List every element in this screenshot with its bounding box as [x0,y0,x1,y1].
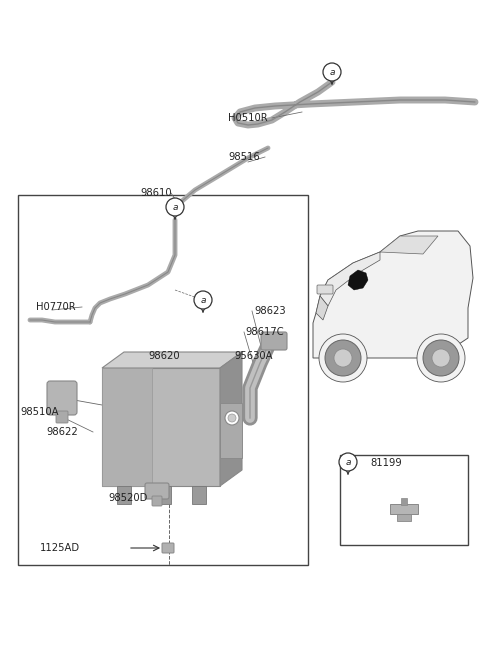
Circle shape [323,63,341,81]
Text: 98622: 98622 [46,427,78,437]
Text: a: a [345,458,351,467]
Bar [390,504,418,514]
Circle shape [325,340,361,376]
Polygon shape [102,352,242,368]
Circle shape [166,198,184,216]
Bar [157,486,171,504]
Polygon shape [380,236,438,254]
Text: H0510R: H0510R [228,113,268,123]
Text: 95630A: 95630A [234,351,273,361]
Text: 81199: 81199 [370,458,402,468]
Text: 98617C: 98617C [245,327,284,337]
Polygon shape [320,252,380,306]
Text: a: a [200,296,206,305]
Circle shape [225,411,239,425]
Bar [397,514,411,521]
Text: 98610: 98610 [140,188,172,198]
FancyBboxPatch shape [261,332,287,350]
Polygon shape [348,270,368,290]
Circle shape [319,334,367,382]
FancyBboxPatch shape [102,368,220,486]
FancyBboxPatch shape [162,543,174,553]
FancyBboxPatch shape [56,411,68,423]
Circle shape [194,291,212,309]
Circle shape [432,349,450,367]
Bar [18,195,308,565]
Bar [340,455,468,545]
Polygon shape [313,231,473,358]
FancyBboxPatch shape [317,285,333,294]
Bar [401,498,407,505]
Bar [220,403,242,458]
Bar [117,486,131,504]
FancyBboxPatch shape [47,381,77,415]
Circle shape [334,349,352,367]
Text: a: a [172,203,178,212]
Text: 98520D: 98520D [108,493,147,503]
FancyBboxPatch shape [152,496,162,506]
Text: H0770R: H0770R [36,302,76,312]
Text: 98623: 98623 [254,306,286,316]
Circle shape [339,453,357,471]
Polygon shape [220,352,242,486]
Bar [102,368,152,486]
Circle shape [228,414,236,422]
FancyBboxPatch shape [145,483,169,499]
Text: 98620: 98620 [148,351,180,361]
Text: 98516: 98516 [228,152,260,162]
Text: 98510A: 98510A [20,407,59,417]
Bar [192,486,206,504]
Circle shape [417,334,465,382]
Text: a: a [329,68,335,77]
Text: 1125AD: 1125AD [40,543,80,553]
Polygon shape [316,296,328,320]
Circle shape [423,340,459,376]
